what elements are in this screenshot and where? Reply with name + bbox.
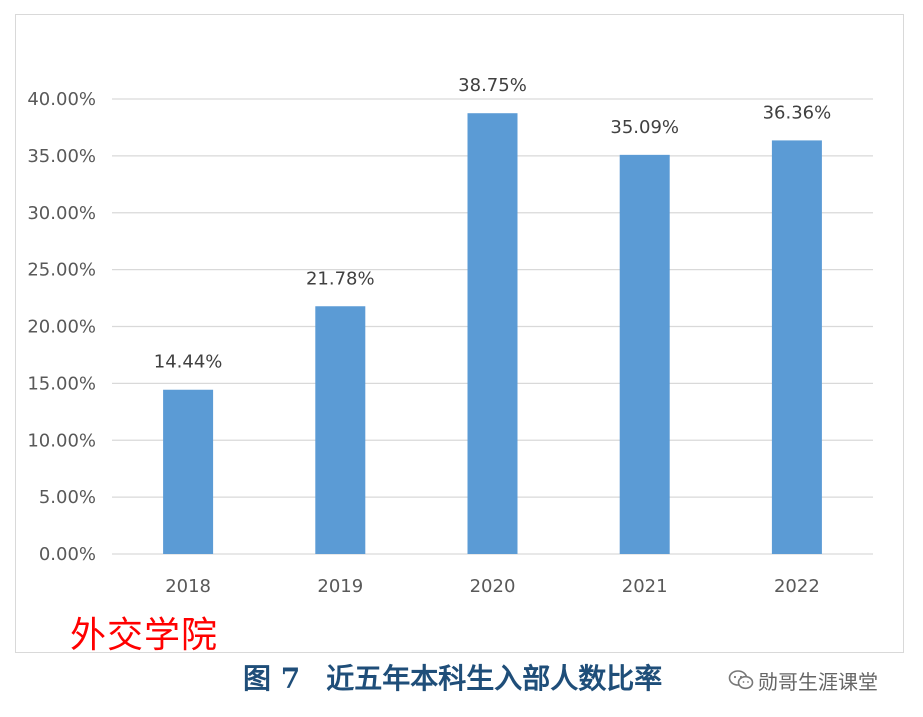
y-tick-label: 40.00% — [27, 89, 96, 110]
bar — [467, 113, 518, 554]
y-tick-label: 0.00% — [39, 544, 96, 565]
wechat-icon — [728, 670, 754, 690]
x-tick-label: 2022 — [774, 576, 820, 597]
x-tick-label: 2019 — [317, 576, 363, 597]
bar — [619, 154, 670, 554]
data-label: 38.75% — [458, 75, 527, 96]
x-tick-label: 2020 — [470, 576, 516, 597]
data-label: 21.78% — [306, 268, 375, 289]
overlay-label: 外交学院 — [70, 615, 219, 656]
x-tick-label: 2018 — [165, 576, 211, 597]
y-tick-label: 35.00% — [27, 146, 96, 167]
figure-caption: 图 7 近五年本科生入部人数比率 — [243, 665, 662, 693]
y-tick-label: 5.00% — [39, 487, 96, 508]
figure-number: 图 7 — [243, 662, 301, 695]
bar — [315, 306, 366, 554]
data-label: 36.36% — [763, 102, 832, 123]
y-tick-label: 15.00% — [27, 373, 96, 394]
watermark-text: 勋哥生涯课堂 — [758, 669, 878, 694]
y-tick-label: 20.00% — [27, 317, 96, 338]
x-tick-label: 2021 — [622, 576, 668, 597]
y-tick-label: 10.00% — [27, 430, 96, 451]
y-tick-label: 25.00% — [27, 260, 96, 281]
bar — [771, 140, 822, 554]
watermark: 勋哥生涯课堂 — [728, 664, 878, 696]
figure-title: 近五年本科生入部人数比率 — [326, 662, 663, 695]
bar — [163, 389, 214, 554]
data-label: 14.44% — [154, 352, 223, 373]
y-tick-label: 30.00% — [27, 203, 96, 224]
data-label: 35.09% — [610, 117, 679, 138]
